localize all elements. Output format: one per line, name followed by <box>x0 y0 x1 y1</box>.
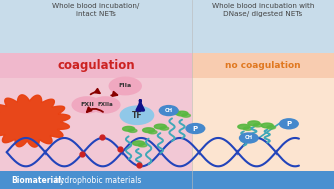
Circle shape <box>185 123 205 134</box>
Circle shape <box>159 105 179 116</box>
Polygon shape <box>133 141 145 146</box>
Polygon shape <box>148 130 157 134</box>
Circle shape <box>120 105 154 125</box>
Polygon shape <box>243 127 252 130</box>
Text: Whole blood incubation/
intact NETs: Whole blood incubation/ intact NETs <box>52 3 140 17</box>
Polygon shape <box>248 121 260 126</box>
Text: hydrophobic materials: hydrophobic materials <box>55 176 142 184</box>
Polygon shape <box>143 128 155 132</box>
Text: P: P <box>286 121 292 127</box>
Bar <box>0 78 192 171</box>
Circle shape <box>279 118 299 129</box>
Bar <box>192 53 334 78</box>
Polygon shape <box>254 123 262 127</box>
Polygon shape <box>261 123 273 128</box>
Polygon shape <box>0 95 70 147</box>
Circle shape <box>71 96 102 114</box>
Polygon shape <box>176 111 188 116</box>
Bar <box>0 0 192 53</box>
Polygon shape <box>128 129 137 132</box>
Circle shape <box>239 132 259 144</box>
Polygon shape <box>138 143 147 147</box>
Polygon shape <box>172 111 180 114</box>
Bar <box>192 78 334 171</box>
Text: CH: CH <box>245 136 253 140</box>
Text: FXII: FXII <box>80 102 94 107</box>
Text: CH: CH <box>165 108 173 113</box>
Circle shape <box>109 77 142 95</box>
Polygon shape <box>123 126 135 131</box>
Text: coagulation: coagulation <box>57 59 135 72</box>
Text: no coagulation: no coagulation <box>225 61 301 70</box>
Bar <box>0 53 192 78</box>
Bar <box>192 0 334 53</box>
Bar <box>0 171 334 189</box>
Text: Biomaterial:: Biomaterial: <box>12 176 65 184</box>
Text: Whole blood incubation with
DNase/ digested NETs: Whole blood incubation with DNase/ diges… <box>212 3 314 17</box>
Polygon shape <box>160 127 169 130</box>
Polygon shape <box>267 126 276 129</box>
Polygon shape <box>166 108 178 113</box>
Text: FXIIa: FXIIa <box>97 102 113 107</box>
Polygon shape <box>182 114 190 117</box>
Circle shape <box>90 96 121 114</box>
Text: TF: TF <box>132 111 142 120</box>
Polygon shape <box>154 124 166 129</box>
Text: P: P <box>193 125 198 132</box>
Text: FIIa: FIIa <box>119 84 132 88</box>
Polygon shape <box>238 124 250 129</box>
